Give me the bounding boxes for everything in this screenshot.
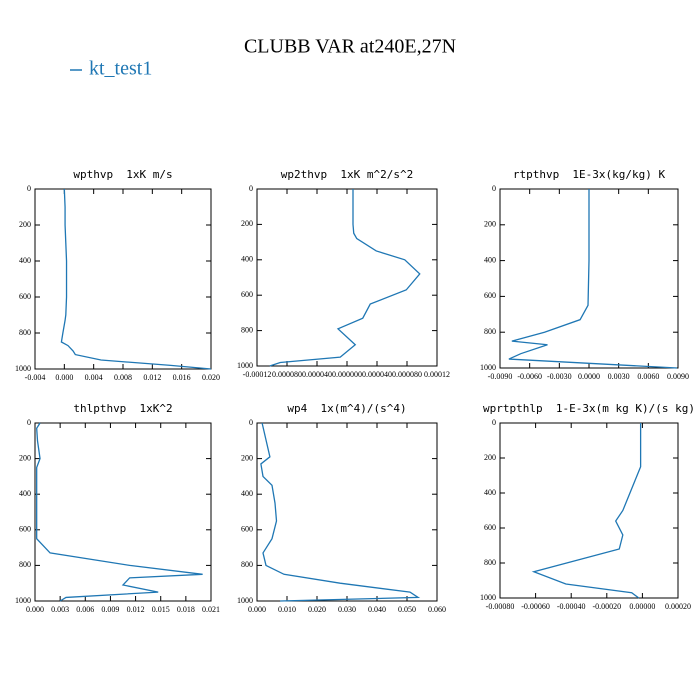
- x-tick-label: 0.0060: [637, 372, 659, 381]
- x-tick-label: 0.020: [202, 373, 220, 382]
- y-tick-label: 800: [241, 325, 253, 334]
- x-tick-label: 0.000: [248, 605, 266, 614]
- x-tick-label: -0.00060: [521, 602, 550, 611]
- y-tick-label: 0: [27, 418, 31, 427]
- x-tick-label: 0.000: [55, 373, 73, 382]
- x-tick-label: 0.015: [152, 605, 170, 614]
- x-tick-label: 0.004: [85, 373, 103, 382]
- y-tick-label: 200: [241, 453, 253, 462]
- x-tick-label: 0.00012: [424, 370, 450, 379]
- x-tick-label: 0.006: [76, 605, 94, 614]
- panel-title: wp2thvp 1xK m^2/s^2: [281, 168, 413, 181]
- y-tick-label: 1000: [480, 593, 496, 602]
- legend-label: kt_test1: [89, 58, 152, 80]
- panel-title: thlpthvp 1xK^2: [73, 402, 172, 415]
- x-tick-label: 0.060: [428, 605, 446, 614]
- y-tick-label: 1000: [15, 596, 31, 605]
- y-tick-label: 0: [249, 184, 253, 193]
- y-tick-label: 200: [19, 453, 31, 462]
- x-tick-label: 0.000080: [272, 370, 302, 379]
- panel-title: wpthvp 1xK m/s: [73, 168, 172, 181]
- x-tick-label: 0.008: [114, 373, 132, 382]
- x-tick-label: 0.000000: [332, 370, 362, 379]
- profile-line: [508, 189, 678, 369]
- y-tick-label: 1000: [480, 363, 496, 372]
- x-tick-label: 0.000040: [362, 370, 392, 379]
- x-tick-label: 0.016: [173, 373, 191, 382]
- x-tick-label: -0.00080: [486, 602, 515, 611]
- x-tick-label: 0.00020: [665, 602, 691, 611]
- y-tick-label: 0: [27, 184, 31, 193]
- x-tick-label: 0.0030: [608, 372, 630, 381]
- y-tick-label: 600: [19, 525, 31, 534]
- x-tick-label: -0.0030: [547, 372, 572, 381]
- plot-frame: [34, 422, 212, 602]
- y-tick-label: 0: [492, 184, 496, 193]
- x-tick-label: 0.009: [101, 605, 119, 614]
- x-tick-label: -0.0090: [488, 372, 513, 381]
- profile-line: [36, 422, 203, 602]
- x-tick-label: 0.000080: [392, 370, 422, 379]
- y-tick-label: 800: [484, 558, 496, 567]
- x-tick-label: 0.021: [202, 605, 220, 614]
- y-tick-label: 800: [19, 560, 31, 569]
- profile-line: [269, 189, 421, 367]
- x-tick-label: -0.00012: [243, 370, 272, 379]
- x-tick-label: 0.00000: [629, 602, 655, 611]
- profile-line: [60, 188, 212, 370]
- y-tick-label: 400: [19, 256, 31, 265]
- x-tick-label: -0.00040: [557, 602, 586, 611]
- y-tick-label: 0: [249, 418, 253, 427]
- x-tick-label: 0.012: [143, 373, 161, 382]
- y-tick-label: 400: [241, 489, 253, 498]
- y-tick-label: 400: [484, 488, 496, 497]
- y-tick-label: 800: [19, 328, 31, 337]
- panel-title: wprtpthlp 1-E-3x(m kg K)/(s kg): [483, 402, 695, 415]
- y-tick-label: 200: [241, 219, 253, 228]
- x-tick-label: 0.0000: [578, 372, 600, 381]
- y-tick-label: 600: [484, 523, 496, 532]
- y-tick-label: 600: [484, 291, 496, 300]
- x-tick-label: -0.0060: [517, 372, 542, 381]
- x-tick-label: 0.000: [26, 605, 44, 614]
- x-tick-label: 0.003: [51, 605, 69, 614]
- y-tick-label: 1000: [237, 361, 253, 370]
- x-tick-label: 0.020: [308, 605, 326, 614]
- x-tick-label: 0.030: [338, 605, 356, 614]
- plot-frame: [499, 422, 679, 599]
- y-tick-label: 400: [484, 255, 496, 264]
- panel-title: wp4 1x(m^4)/(s^4): [287, 402, 406, 415]
- y-tick-label: 1000: [237, 596, 253, 605]
- y-tick-label: 0: [492, 418, 496, 427]
- y-tick-label: 800: [484, 327, 496, 336]
- y-tick-label: 1000: [15, 364, 31, 373]
- x-tick-label: 0.018: [177, 605, 195, 614]
- y-tick-label: 800: [241, 560, 253, 569]
- x-tick-label: -0.004: [25, 373, 46, 382]
- y-tick-label: 600: [19, 292, 31, 301]
- panel-title: rtpthvp 1E-3x(kg/kg) K: [513, 168, 666, 181]
- y-tick-label: 200: [19, 220, 31, 229]
- x-tick-label: -0.00020: [592, 602, 621, 611]
- y-tick-label: 400: [241, 255, 253, 264]
- y-tick-label: 200: [484, 220, 496, 229]
- profile-line: [531, 423, 642, 599]
- profile-line: [260, 422, 421, 602]
- x-tick-label: 0.0090: [667, 372, 689, 381]
- x-tick-label: 0.050: [398, 605, 416, 614]
- y-tick-label: 600: [241, 290, 253, 299]
- y-tick-label: 400: [19, 489, 31, 498]
- figure-title: CLUBB VAR at240E,27N: [244, 36, 456, 58]
- y-tick-label: 600: [241, 525, 253, 534]
- x-tick-label: 0.000040: [302, 370, 332, 379]
- x-tick-label: 0.040: [368, 605, 386, 614]
- x-tick-label: 0.010: [278, 605, 296, 614]
- x-tick-label: 0.012: [127, 605, 145, 614]
- y-tick-label: 200: [484, 453, 496, 462]
